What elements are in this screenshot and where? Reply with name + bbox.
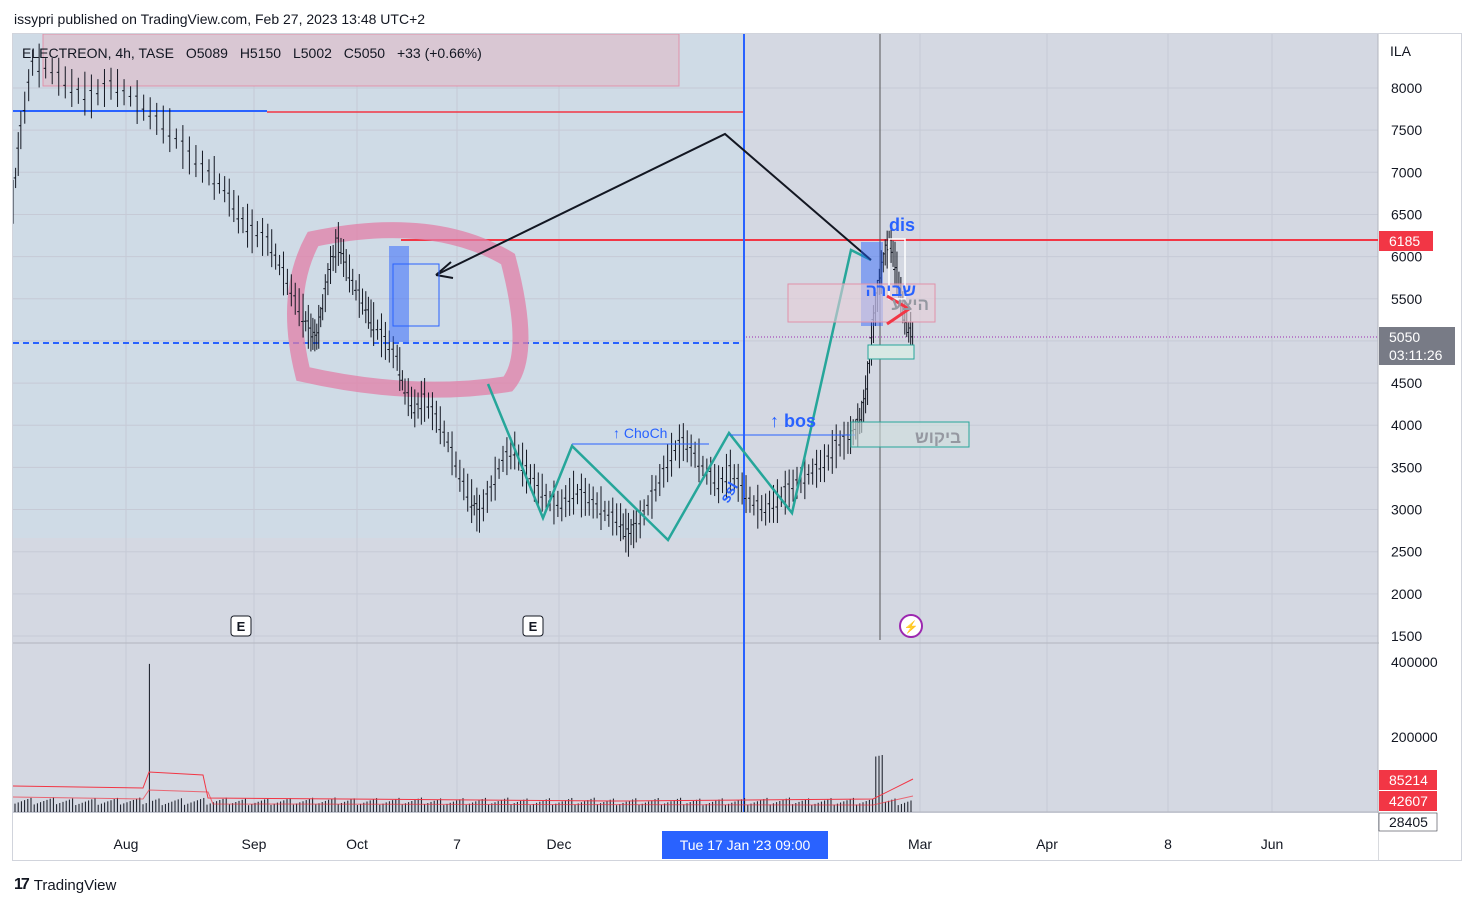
price-tick-label: 4500 <box>1391 375 1422 391</box>
annotation-break: שבירה <box>866 281 917 300</box>
footer-brand[interactable]: TradingView <box>33 876 117 894</box>
earnings-marker-icon[interactable] <box>522 615 544 637</box>
demand-zone-right <box>850 421 970 448</box>
time-tick-label: 8 <box>1164 836 1172 852</box>
time-tick-label: Sep <box>242 836 267 852</box>
volume-badge-1-label: 85214 <box>1389 772 1428 788</box>
price-badge-6185 <box>1379 231 1433 251</box>
price-tick-label: 7500 <box>1391 122 1422 138</box>
chart-frame[interactable]: dis ↑ ChoCh ↑ bos ssl ביקוש שבירה היצע E E ⚡ ILA 80… <box>12 33 1462 861</box>
volume-badge-3-label: 28405 <box>1389 814 1428 830</box>
annotation-supply: היצע <box>892 295 929 314</box>
legend-symbol: ELECTREON, 4h, TASE <box>22 45 174 61</box>
volume-profile-left <box>389 246 409 342</box>
price-tick-label: 6000 <box>1391 249 1422 265</box>
annotation-dis: dis <box>889 215 915 235</box>
volume-badge-2-label: 42607 <box>1389 793 1428 809</box>
time-tick-label: Oct <box>346 836 368 852</box>
time-tick-label: Aug <box>114 836 139 852</box>
profile-box-left <box>392 263 440 327</box>
volume-tick-label: 200000 <box>1391 729 1438 745</box>
supply-zone-top <box>42 34 680 87</box>
volume-tick-label: 400000 <box>1391 654 1438 670</box>
volume-badge-2 <box>1379 791 1437 811</box>
price-tick-label: 5500 <box>1391 291 1422 307</box>
dis-box <box>888 238 906 300</box>
price-badge-6185-label: 6185 <box>1389 233 1420 249</box>
price-badge-last-label: 5050 <box>1389 329 1420 345</box>
red-arrow-icon <box>886 294 912 326</box>
highlight-marker <box>287 222 529 398</box>
publish-attribution: issypri published on TradingView.com, Fe… <box>14 11 426 27</box>
range-shade <box>13 34 743 538</box>
price-tick-label: 3000 <box>1391 502 1422 518</box>
legend-low: L5002 <box>292 45 332 61</box>
time-tick-label: 7 <box>453 836 461 852</box>
price-badge-countdown: 03:11:26 <box>1389 347 1443 363</box>
price-axis-background <box>1379 34 1461 860</box>
crosshair-time-badge <box>662 831 828 859</box>
earnings-marker-icon[interactable] <box>230 615 252 637</box>
legend-change: +33 (+0.66%) <box>396 45 482 61</box>
time-tick-label: Jun <box>1261 836 1284 852</box>
symbol-legend: ELECTREON, 4h, TASE O5089 H5150 L5002 C5… <box>22 45 490 61</box>
volume-ma-fast <box>13 771 914 802</box>
legend-high: H5150 <box>239 45 282 61</box>
annotation-choch: ↑ ChoCh <box>613 425 667 441</box>
time-tick-label: Mar <box>908 836 932 852</box>
price-tick-label: 4000 <box>1391 417 1422 433</box>
price-tick-label: 3500 <box>1391 459 1422 475</box>
swing-projection-line <box>435 132 872 276</box>
flash-glyph: ⚡ <box>904 620 919 634</box>
volume-ma-slow <box>13 789 914 806</box>
price-tick-label: 8000 <box>1391 80 1422 96</box>
price-badge-last <box>1379 327 1455 365</box>
price-tick-label: 1500 <box>1391 628 1422 644</box>
price-tick-label: 2500 <box>1391 544 1422 560</box>
flash-event-icon[interactable] <box>899 614 923 638</box>
earnings-marker-label: E <box>529 619 538 634</box>
volume-badge-1 <box>1379 770 1437 790</box>
time-tick-label: Dec <box>547 836 572 852</box>
price-tick-label: 7000 <box>1391 164 1422 180</box>
volume-badge-3 <box>1378 812 1438 832</box>
currency-label: ILA <box>1390 43 1412 59</box>
annotation-bos: ↑ bos <box>770 411 816 431</box>
annotation-demand: ביקוש <box>915 428 961 447</box>
price-tick-label: 6500 <box>1391 206 1422 222</box>
time-tick-label: Apr <box>1036 836 1058 852</box>
supply-zone-right <box>787 283 936 323</box>
crosshair-time-label: Tue 17 Jan '23 09:00 <box>680 837 811 853</box>
tradingview-logo-icon[interactable]: 17 <box>14 876 30 893</box>
footer: 17 TradingView <box>14 876 116 894</box>
legend-open: O5089 <box>185 45 228 61</box>
price-tick-label: 2000 <box>1391 586 1422 602</box>
earnings-marker-label: E <box>237 619 246 634</box>
legend-close: C5050 <box>343 45 386 61</box>
fvg-box <box>867 344 915 360</box>
